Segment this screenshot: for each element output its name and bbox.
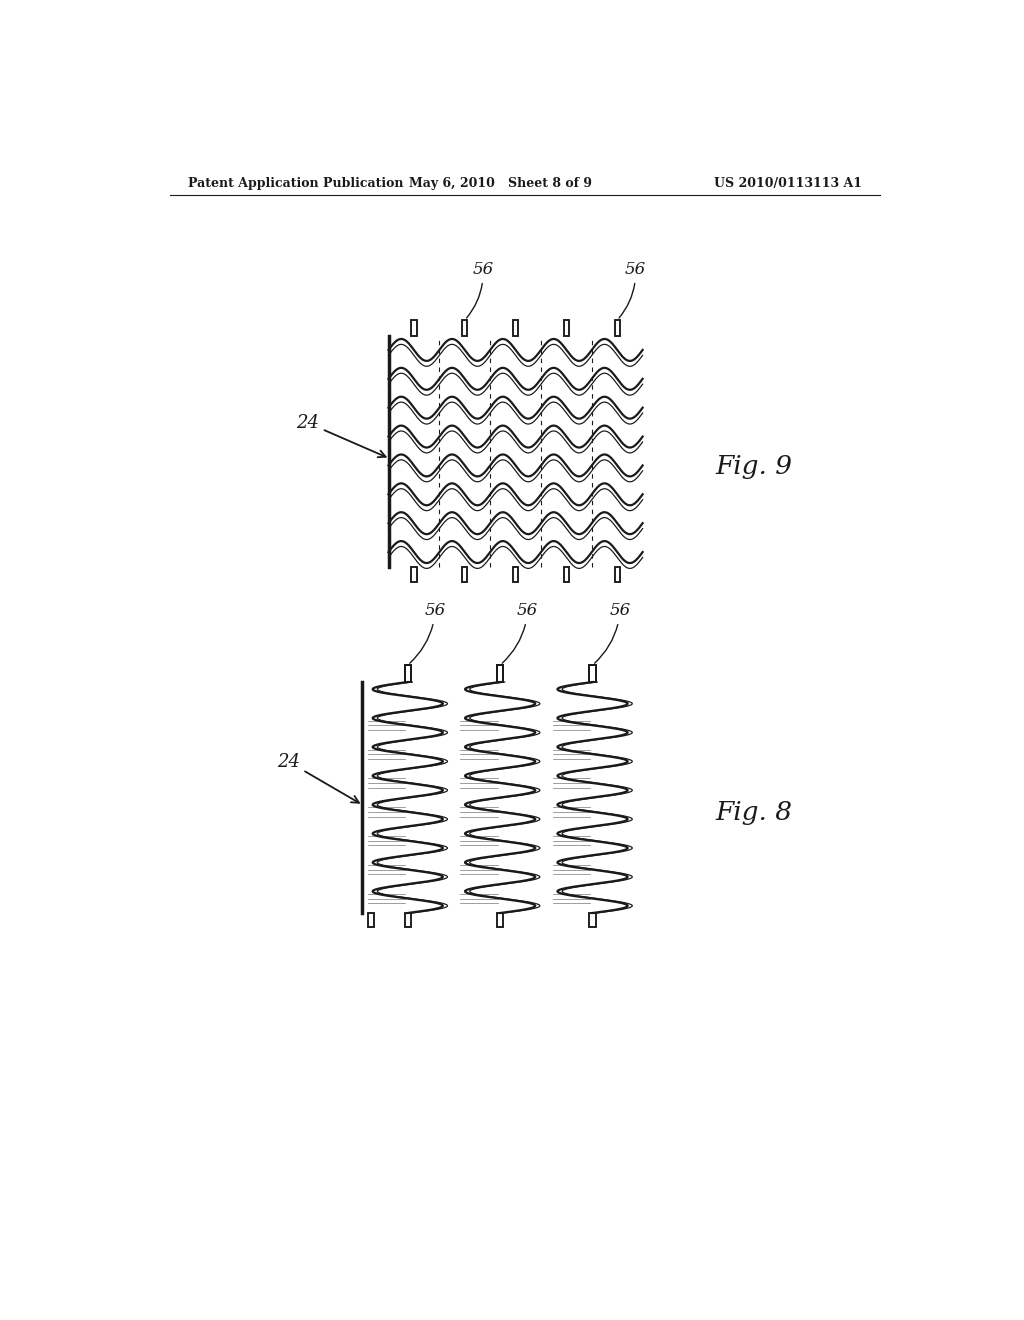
Text: 56: 56 [467, 261, 494, 318]
Text: May 6, 2010   Sheet 8 of 9: May 6, 2010 Sheet 8 of 9 [409, 177, 592, 190]
Text: Patent Application Publication: Patent Application Publication [188, 177, 403, 190]
Text: 56: 56 [620, 261, 646, 318]
Text: Fig. 9: Fig. 9 [716, 454, 793, 479]
Text: 56: 56 [410, 602, 445, 663]
Text: 24: 24 [276, 752, 359, 803]
Text: Fig. 8: Fig. 8 [716, 800, 793, 825]
Text: US 2010/0113113 A1: US 2010/0113113 A1 [714, 177, 862, 190]
Text: 56: 56 [595, 602, 631, 663]
Text: 24: 24 [296, 414, 386, 457]
Text: 56: 56 [502, 602, 539, 663]
